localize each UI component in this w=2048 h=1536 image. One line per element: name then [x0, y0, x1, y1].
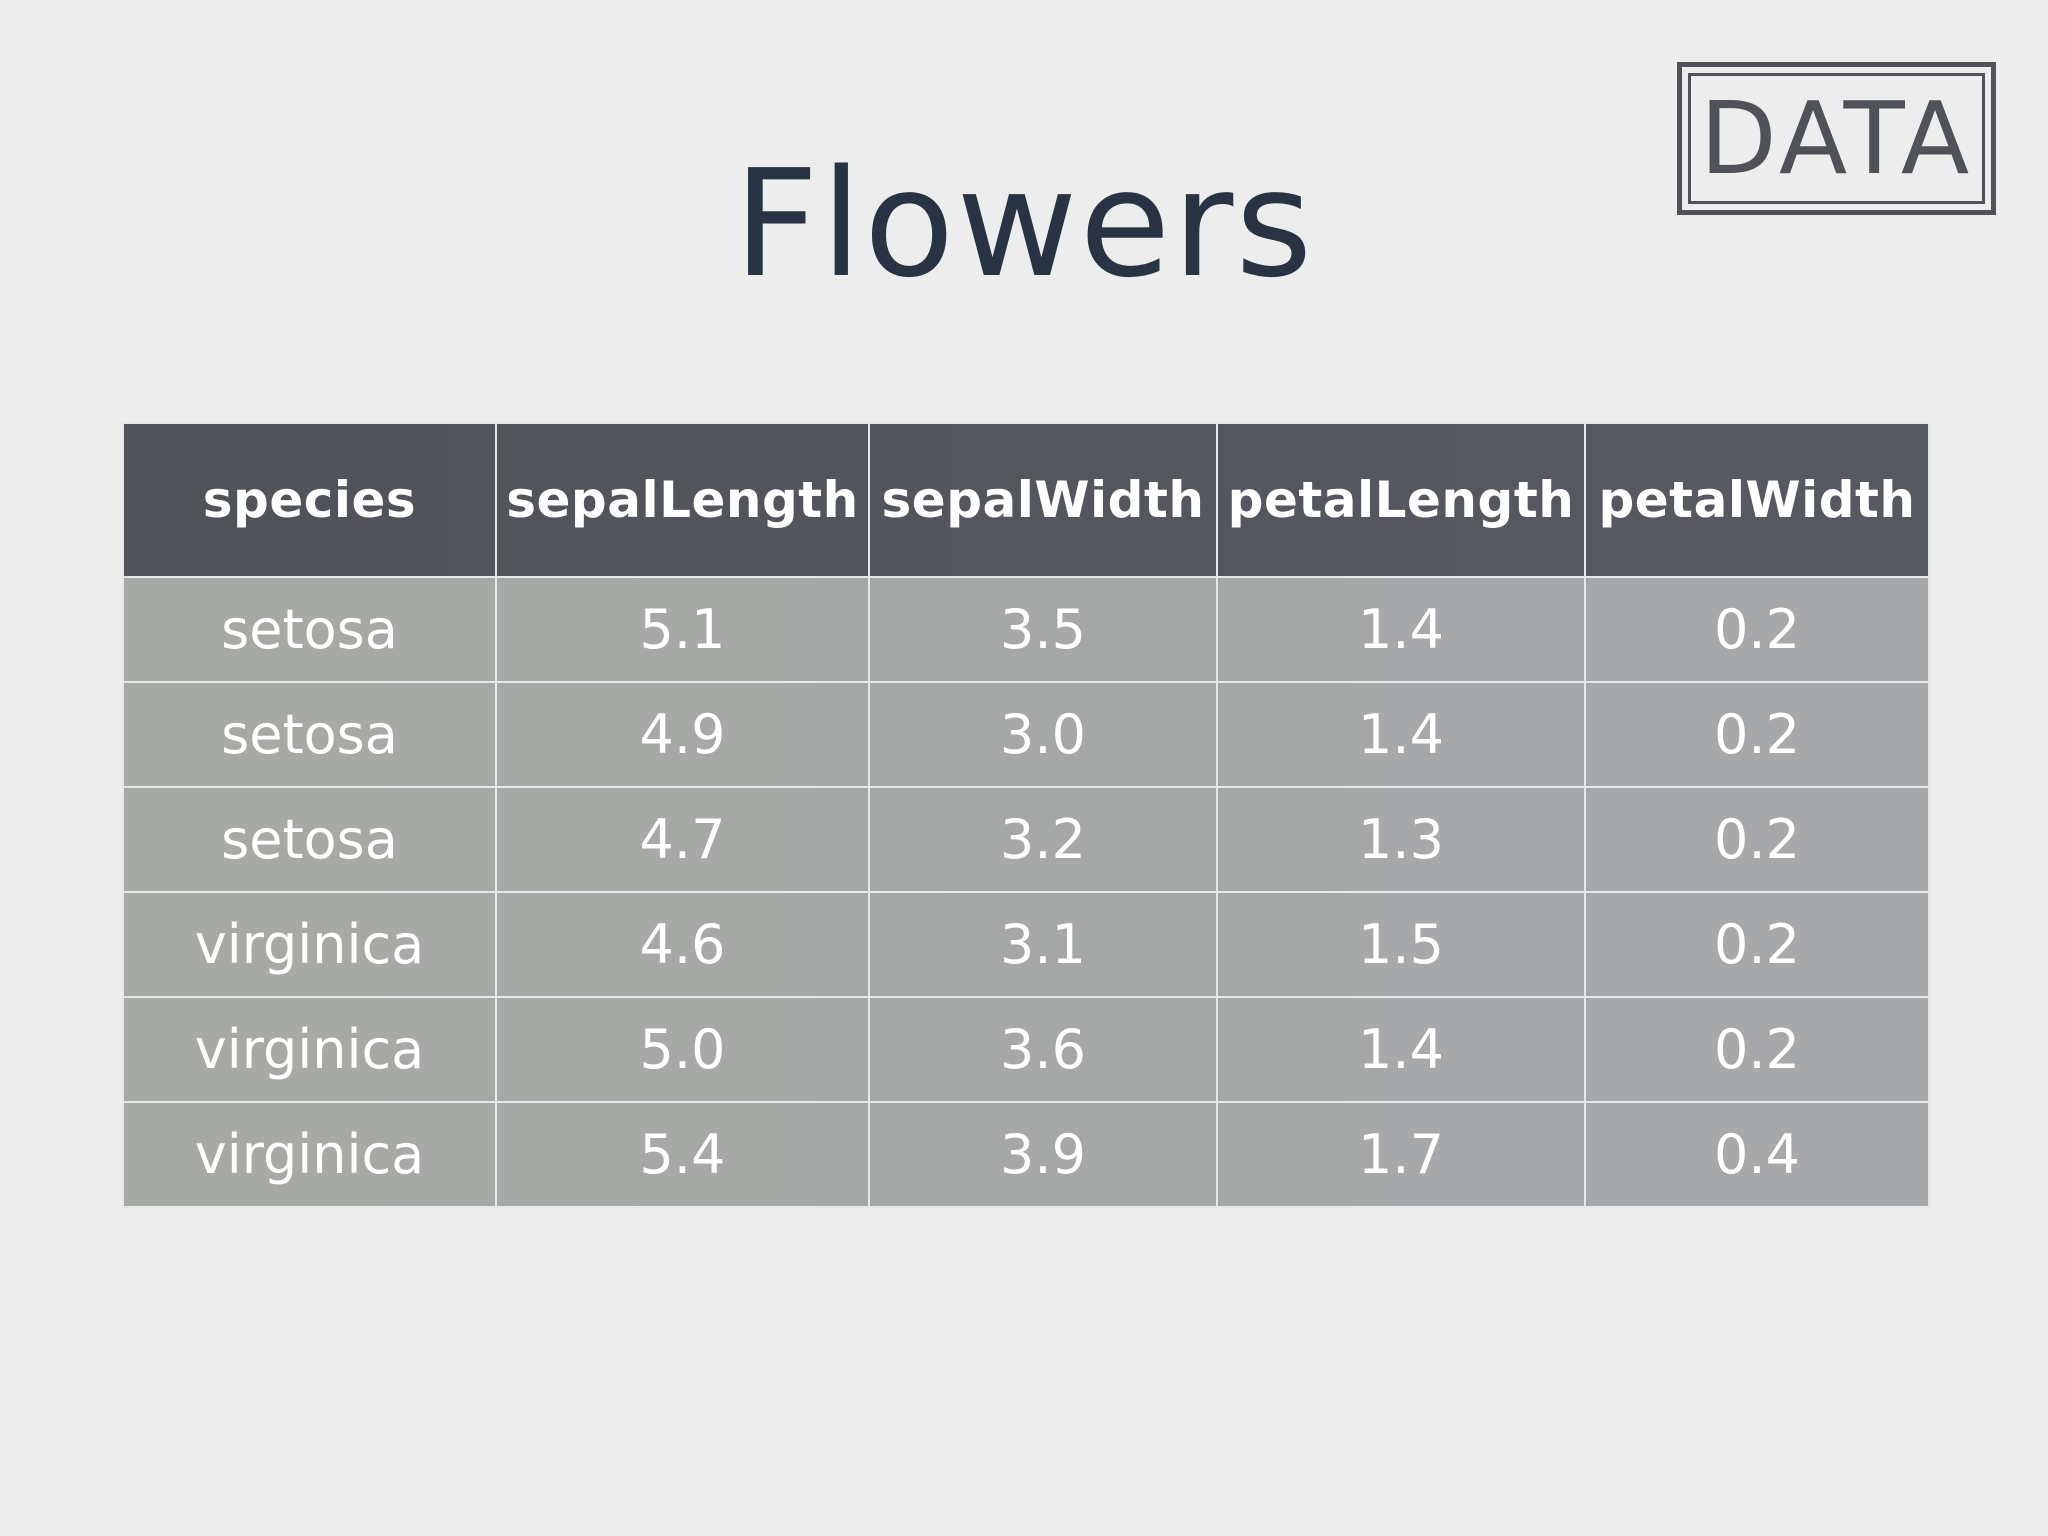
cell-petal-width: 0.4 — [1584, 1101, 1930, 1208]
table-row: setosa 4.9 3.0 1.4 0.2 — [122, 681, 1930, 788]
cell-species: setosa — [122, 576, 497, 683]
table-header-row: species sepalLength sepalWidth petalLeng… — [122, 422, 1930, 578]
table-row: virginica 4.6 3.1 1.5 0.2 — [122, 891, 1930, 998]
column-header-sepal-width: sepalWidth — [868, 422, 1218, 578]
table-row: virginica 5.4 3.9 1.7 0.4 — [122, 1101, 1930, 1208]
cell-sepal-length: 5.4 — [495, 1101, 870, 1208]
column-header-petal-length: petalLength — [1216, 422, 1586, 578]
cell-petal-length: 1.3 — [1216, 786, 1586, 893]
cell-sepal-length: 4.9 — [495, 681, 870, 788]
cell-petal-length: 1.4 — [1216, 681, 1586, 788]
cell-sepal-length: 4.6 — [495, 891, 870, 998]
flowers-table: species sepalLength sepalWidth petalLeng… — [122, 422, 1930, 1208]
cell-sepal-width: 3.0 — [868, 681, 1218, 788]
cell-petal-width: 0.2 — [1584, 681, 1930, 788]
cell-petal-length: 1.4 — [1216, 996, 1586, 1103]
cell-petal-length: 1.7 — [1216, 1101, 1586, 1208]
cell-petal-width: 0.2 — [1584, 891, 1930, 998]
cell-species: setosa — [122, 681, 497, 788]
table-row: virginica 5.0 3.6 1.4 0.2 — [122, 996, 1930, 1103]
badge-label: DATA — [1699, 79, 1974, 197]
cell-sepal-width: 3.6 — [868, 996, 1218, 1103]
cell-sepal-width: 3.1 — [868, 891, 1218, 998]
table-row: setosa 5.1 3.5 1.4 0.2 — [122, 576, 1930, 683]
badge-inner-border — [1688, 73, 1985, 204]
cell-petal-length: 1.5 — [1216, 891, 1586, 998]
cell-sepal-length: 5.0 — [495, 996, 870, 1103]
cell-petal-width: 0.2 — [1584, 576, 1930, 683]
data-badge: DATA — [1677, 62, 1996, 215]
cell-sepal-width: 3.5 — [868, 576, 1218, 683]
slide-title: Flowers — [733, 138, 1315, 310]
cell-species: virginica — [122, 891, 497, 998]
cell-sepal-length: 5.1 — [495, 576, 870, 683]
column-header-petal-width: petalWidth — [1584, 422, 1930, 578]
cell-petal-width: 0.2 — [1584, 996, 1930, 1103]
cell-petal-width: 0.2 — [1584, 786, 1930, 893]
cell-species: virginica — [122, 1101, 497, 1208]
cell-species: virginica — [122, 996, 497, 1103]
table-row: setosa 4.7 3.2 1.3 0.2 — [122, 786, 1930, 893]
column-header-sepal-length: sepalLength — [495, 422, 870, 578]
cell-petal-length: 1.4 — [1216, 576, 1586, 683]
cell-sepal-width: 3.9 — [868, 1101, 1218, 1208]
cell-sepal-length: 4.7 — [495, 786, 870, 893]
column-header-species: species — [122, 422, 497, 578]
cell-species: setosa — [122, 786, 497, 893]
cell-sepal-width: 3.2 — [868, 786, 1218, 893]
